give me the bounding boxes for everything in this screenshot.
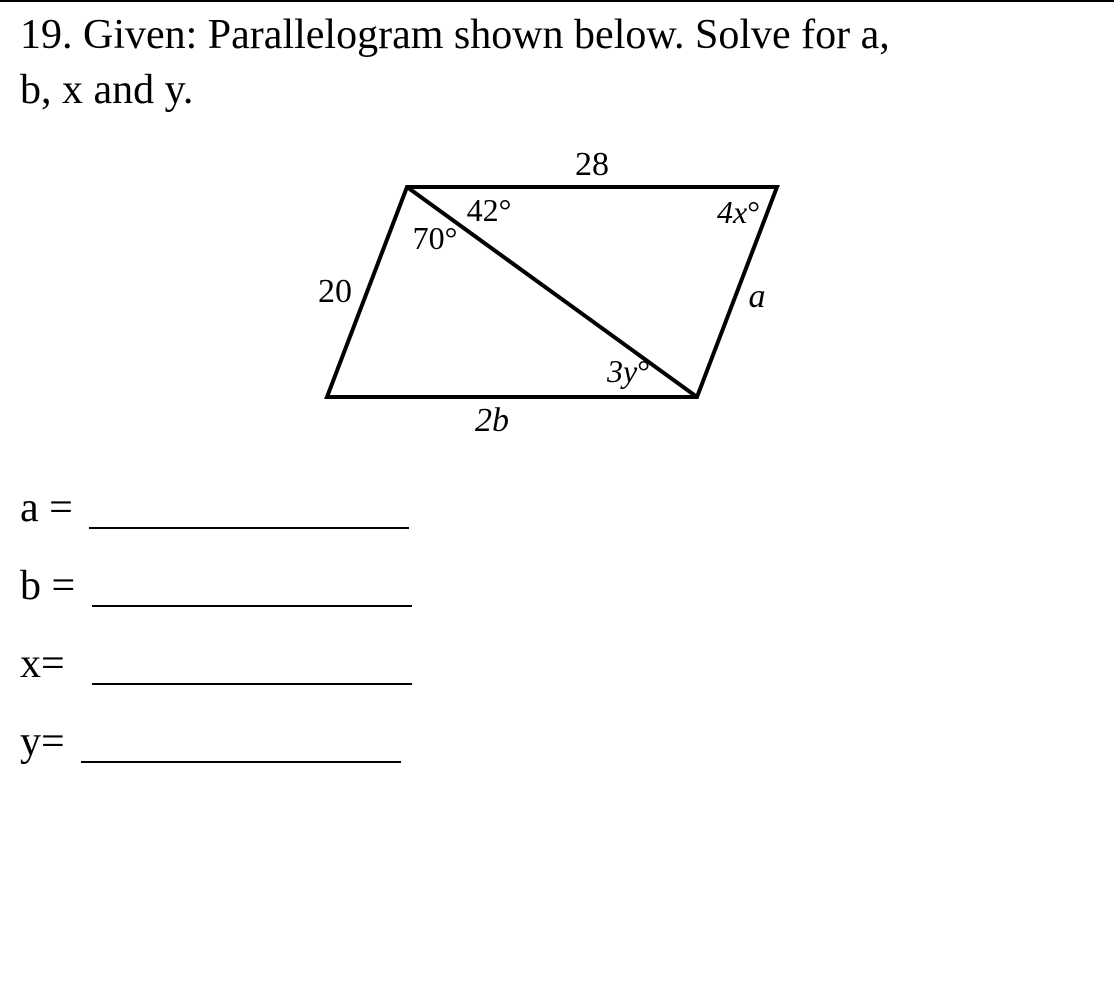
answer-blanks: a = b = x= y= — [20, 487, 1094, 763]
label-angle-42: 42° — [467, 192, 512, 228]
parallelogram-diagram: 28 20 a 2b 42° 70° 4x° 3y° — [257, 127, 857, 447]
label-top-side: 28 — [575, 146, 609, 183]
answer-label-x: x= — [20, 643, 86, 685]
question-text: 19. Given: Parallelogram shown below. So… — [20, 8, 1094, 117]
answer-blank-y[interactable] — [81, 725, 401, 763]
question-line-2: b, x and y. — [20, 67, 193, 113]
question-line-1: 19. Given: Parallelogram shown below. So… — [20, 12, 890, 58]
answer-label-a: a = — [20, 487, 83, 529]
diagonal-line — [407, 187, 697, 397]
answer-label-b: b = — [20, 565, 86, 607]
label-angle-3y: 3y° — [606, 353, 650, 389]
label-angle-4x-var: 4x — [717, 194, 747, 230]
label-angle-4x-deg: ° — [747, 194, 760, 230]
answer-row-y: y= — [20, 721, 1094, 763]
label-bottom-side: 2b — [475, 402, 509, 439]
label-left-side: 20 — [318, 273, 352, 310]
answer-blank-b[interactable] — [92, 569, 412, 607]
label-angle-3y-deg: ° — [637, 353, 650, 389]
answer-blank-x[interactable] — [92, 647, 412, 685]
label-angle-70: 70° — [413, 220, 458, 256]
label-right-side: a — [749, 278, 766, 315]
answer-label-y: y= — [20, 721, 75, 763]
answer-blank-a[interactable] — [89, 491, 409, 529]
answer-row-a: a = — [20, 487, 1094, 529]
label-angle-4x: 4x° — [717, 194, 760, 230]
diagram-container: 28 20 a 2b 42° 70° 4x° 3y° — [20, 127, 1094, 447]
answer-row-x: x= — [20, 643, 1094, 685]
answer-row-b: b = — [20, 565, 1094, 607]
worksheet-page: 19. Given: Parallelogram shown below. So… — [0, 0, 1114, 998]
label-angle-3y-var: 3y — [606, 353, 638, 389]
